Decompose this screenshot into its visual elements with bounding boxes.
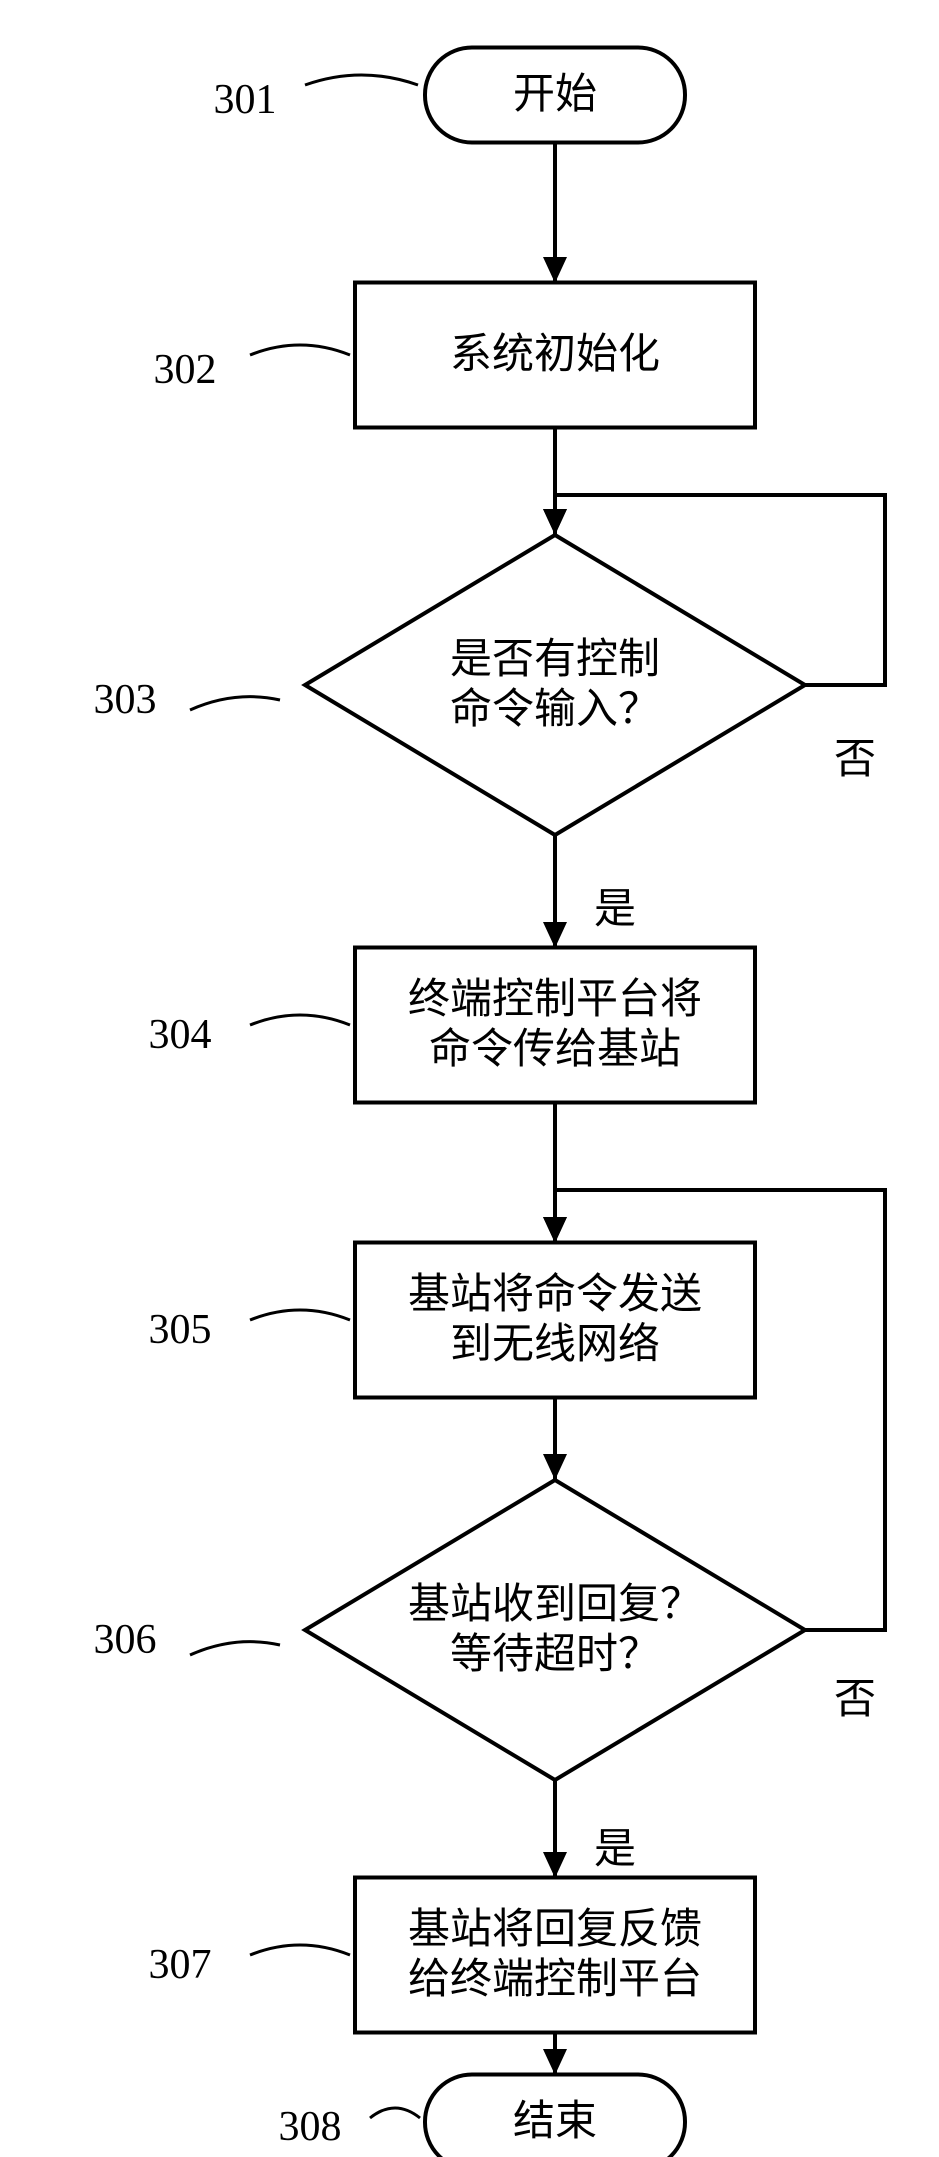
step-label-n302: 302 bbox=[154, 347, 217, 393]
svg-text:命令输入？: 命令输入？ bbox=[450, 686, 660, 733]
edge-label-d306_no: 否 bbox=[834, 1677, 876, 1723]
svg-text:开始: 开始 bbox=[513, 72, 597, 118]
node-p304 bbox=[355, 948, 755, 1103]
svg-text:结束: 结束 bbox=[513, 2099, 597, 2145]
label-leader-n303 bbox=[190, 697, 280, 710]
arrow-head bbox=[543, 1454, 567, 1480]
arrow-head bbox=[543, 1852, 567, 1878]
svg-text:给终端控制平台: 给终端控制平台 bbox=[408, 1957, 702, 2003]
node-text-start: 开始 bbox=[513, 72, 597, 118]
svg-text:基站将命令发送: 基站将命令发送 bbox=[408, 1271, 702, 1318]
label-leader-n307 bbox=[250, 1945, 350, 1955]
svg-text:是否有控制: 是否有控制 bbox=[450, 637, 660, 683]
step-label-n303: 303 bbox=[94, 677, 157, 723]
svg-text:命令传给基站: 命令传给基站 bbox=[429, 1026, 681, 1073]
step-label-n304: 304 bbox=[149, 1012, 212, 1058]
arrow-head bbox=[543, 509, 567, 535]
svg-text:系统初始化: 系统初始化 bbox=[450, 332, 660, 378]
label-leader-n304 bbox=[250, 1015, 350, 1025]
label-leader-n302 bbox=[250, 345, 350, 355]
node-d303 bbox=[305, 535, 805, 835]
edge-label-d306_yes: 是 bbox=[594, 1827, 636, 1873]
label-leader-n306 bbox=[190, 1642, 280, 1655]
step-label-n307: 307 bbox=[149, 1942, 212, 1988]
step-label-n305: 305 bbox=[149, 1307, 212, 1353]
svg-text:终端控制平台将: 终端控制平台将 bbox=[408, 977, 702, 1023]
node-d306 bbox=[305, 1480, 805, 1780]
arrow-head bbox=[543, 2049, 567, 2075]
arrow-head bbox=[543, 257, 567, 283]
edge-label-d303_yes: 是 bbox=[594, 887, 636, 933]
label-leader-n308 bbox=[370, 2108, 420, 2118]
node-p305 bbox=[355, 1243, 755, 1398]
arrow-head bbox=[543, 922, 567, 948]
step-label-n306: 306 bbox=[94, 1617, 157, 1663]
label-leader-n305 bbox=[250, 1310, 350, 1320]
node-text-end: 结束 bbox=[513, 2099, 597, 2145]
svg-text:基站将回复反馈: 基站将回复反馈 bbox=[408, 1907, 702, 1953]
svg-text:等待超时？: 等待超时？ bbox=[450, 1632, 660, 1678]
svg-text:到无线网络: 到无线网络 bbox=[450, 1321, 660, 1368]
label-leader-n301 bbox=[305, 75, 418, 85]
node-p307 bbox=[355, 1878, 755, 2033]
arrow-head bbox=[543, 1217, 567, 1243]
step-label-n308: 308 bbox=[279, 2104, 342, 2150]
edge-label-d303_no: 否 bbox=[834, 737, 876, 783]
svg-text:基站收到回复？: 基站收到回复？ bbox=[408, 1582, 702, 1628]
node-text-init: 系统初始化 bbox=[450, 332, 660, 378]
step-label-n301: 301 bbox=[214, 77, 277, 123]
